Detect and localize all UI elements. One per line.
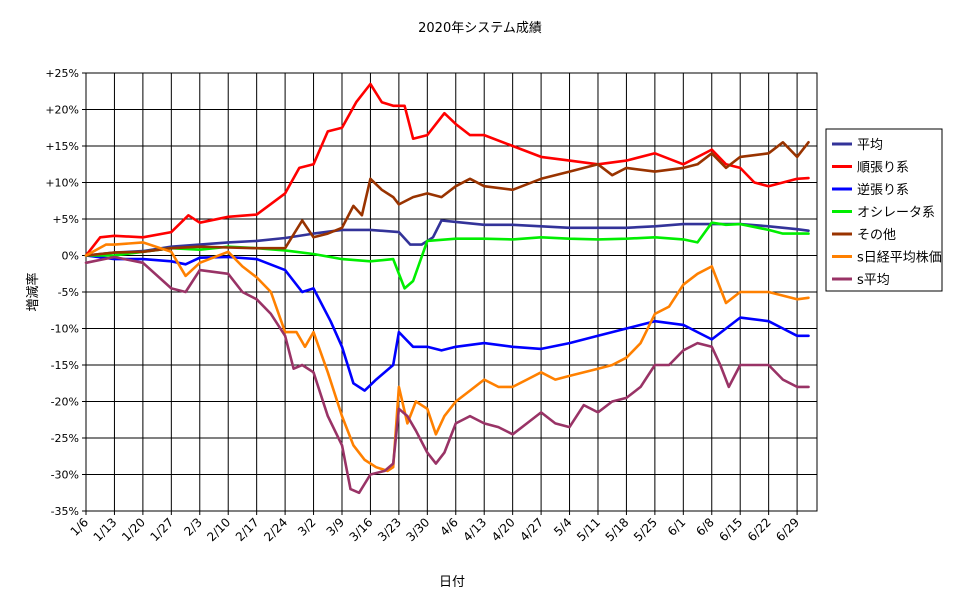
legend-label: s日経平均株価 (857, 251, 942, 266)
y-tick-label: +20% (45, 104, 79, 117)
x-tick-label: 3/23 (375, 515, 404, 544)
series-line (84, 241, 810, 473)
chart-title: 2020年システム成績 (418, 21, 542, 36)
x-tick-label: 5/25 (631, 515, 660, 544)
legend-label: 平均 (857, 138, 883, 153)
x-tick-label: 6/15 (716, 515, 745, 544)
legend-label: 逆張り系 (857, 182, 909, 198)
y-tick-label: -10% (51, 323, 79, 336)
series-line (84, 219, 810, 257)
x-tick-label: 2/10 (204, 515, 233, 544)
y-tick-label: -35% (51, 505, 79, 518)
x-tick-label: 1/27 (147, 515, 176, 544)
x-tick-label: 3/9 (324, 515, 348, 539)
x-tick-label: 6/22 (745, 515, 774, 544)
x-tick-label: 5/4 (551, 515, 575, 539)
x-tick-label: 2/24 (261, 515, 290, 544)
x-tick-label: 4/20 (489, 515, 518, 544)
legend-label: オシレータ系 (857, 206, 935, 221)
legend-label: s平均 (857, 273, 890, 288)
x-tick-label: 6/1 (665, 515, 689, 539)
series-line (84, 255, 810, 495)
y-tick-label: +25% (45, 67, 79, 80)
y-tick-label: +5% (52, 213, 79, 226)
y-axis-label: 増減率 (25, 272, 41, 311)
x-tick-label: 4/6 (437, 515, 461, 539)
x-tick-label: 4/27 (517, 515, 546, 544)
x-tick-label: 5/11 (574, 515, 603, 544)
legend-label: 順張り系 (857, 161, 909, 176)
x-tick-label: 2/3 (181, 515, 205, 539)
y-tick-label: -30% (51, 469, 79, 482)
x-tick-label: 1/13 (91, 515, 120, 544)
x-tick-label: 1/20 (119, 515, 148, 544)
x-tick-label: 2/17 (233, 515, 262, 544)
y-tick-label: 0% (62, 250, 79, 263)
x-axis-ticks: 1/6 1/13 1/20 1/27 2/3 2/10 2/17 2/24 3/2 3/9 3/16… (68, 511, 802, 544)
x-tick-label: 5/18 (603, 515, 632, 544)
series-line (84, 82, 810, 257)
x-tick-label: 3/30 (403, 515, 432, 544)
y-tick-label: -5% (58, 286, 79, 299)
x-tick-label: 1/6 (68, 515, 92, 539)
x-tick-label: 6/8 (693, 515, 717, 539)
y-tick-label: -15% (51, 359, 79, 372)
x-tick-label: 3/2 (295, 515, 319, 539)
gridlines (85, 72, 817, 512)
series-line (84, 141, 810, 257)
x-tick-label: 6/29 (773, 515, 802, 544)
y-tick-label: +10% (45, 177, 79, 190)
series-line (84, 254, 810, 392)
y-axis-ticks: +25% +20% +15% +10% +5% 0% -5% -10% -15% -20% -25%… (45, 67, 86, 518)
y-tick-label: -20% (51, 396, 79, 409)
series-lines (84, 82, 810, 495)
y-tick-label: +15% (45, 140, 79, 153)
x-tick-label: 3/16 (347, 515, 376, 544)
x-tick-label: 4/13 (460, 515, 489, 544)
y-tick-label: -25% (51, 432, 79, 445)
x-axis-label: 日付 (439, 575, 465, 590)
legend-label: その他 (857, 228, 896, 243)
